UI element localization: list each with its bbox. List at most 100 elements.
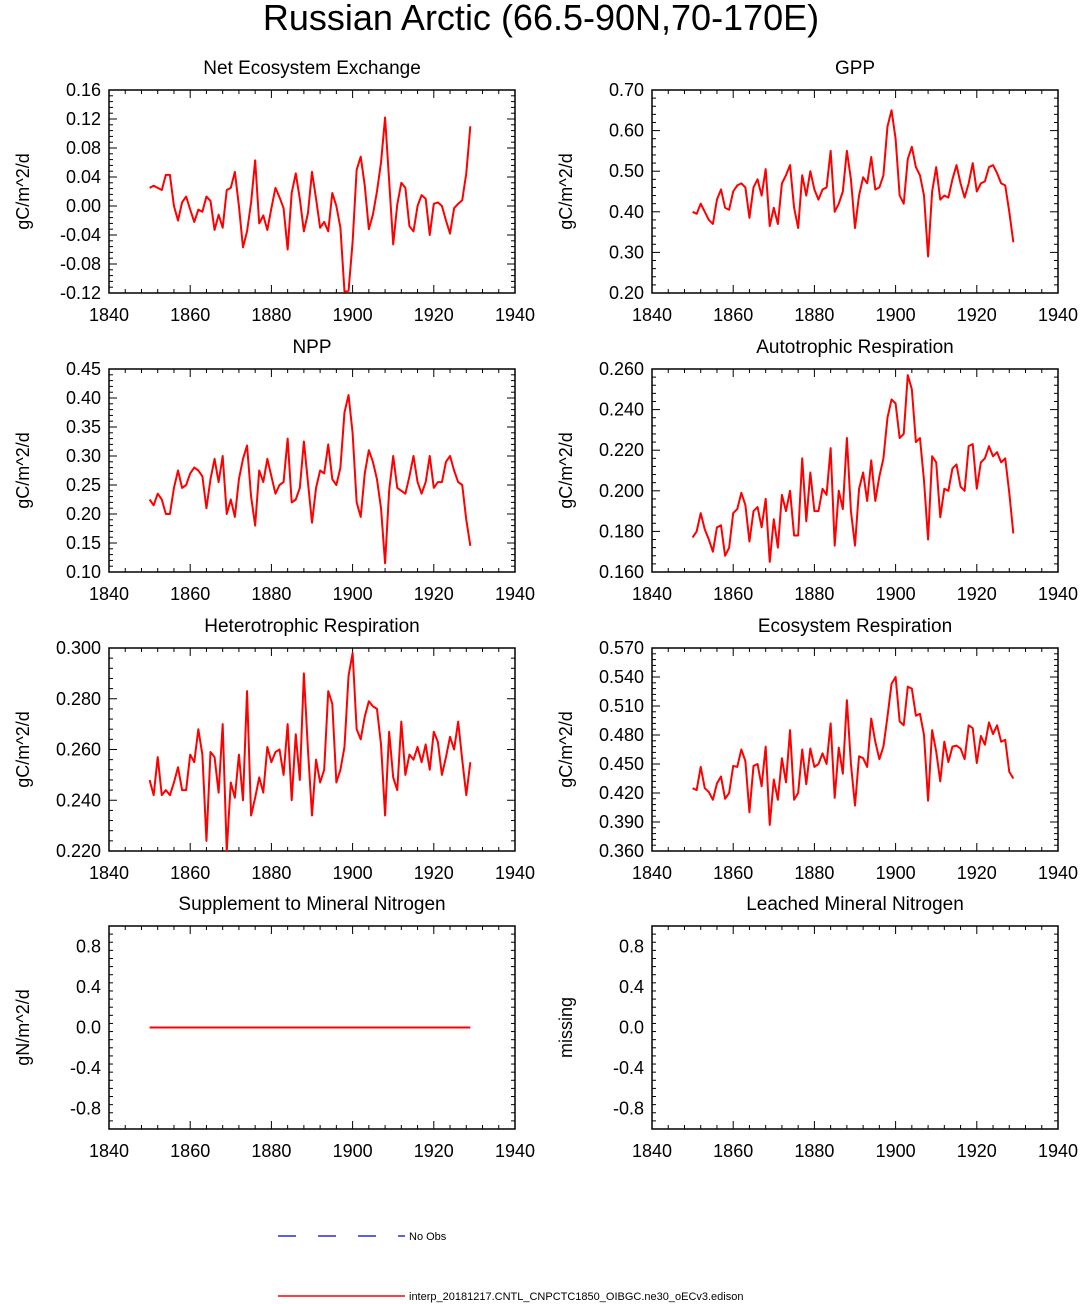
x-tick-label: 1920: [957, 1141, 997, 1161]
y-tick-label: 0.240: [56, 790, 101, 810]
x-tick-label: 1840: [89, 584, 129, 604]
y-tick-label: 0.20: [66, 504, 101, 524]
x-tick-label: 1920: [957, 305, 997, 325]
y-tick-label: 0.8: [619, 936, 644, 956]
x-tick-label: 1840: [632, 863, 672, 883]
y-tick-label: 0.4: [619, 977, 644, 997]
y-tick-label: 0.30: [66, 446, 101, 466]
y-axis-label: missing: [556, 997, 576, 1058]
y-tick-label: 0.260: [599, 359, 644, 379]
y-tick-label: 0.12: [66, 109, 101, 129]
y-tick-label: 0.70: [609, 80, 644, 100]
x-tick-label: 1860: [170, 863, 210, 883]
plot-frame: [651, 368, 1059, 573]
y-tick-label: 0.360: [599, 841, 644, 861]
x-tick-label: 1900: [876, 305, 916, 325]
y-tick-label: 0.200: [599, 481, 644, 501]
x-tick-label: 1920: [957, 584, 997, 604]
y-tick-label: 0.04: [66, 167, 101, 187]
plot-frame: [651, 925, 1059, 1130]
y-tick-label: 0.420: [599, 783, 644, 803]
x-tick-label: 1940: [495, 1141, 535, 1161]
x-tick-label: 1940: [1038, 1141, 1078, 1161]
x-tick-label: 1900: [876, 863, 916, 883]
y-tick-label: 0.450: [599, 754, 644, 774]
y-tick-label: 0.390: [599, 812, 644, 832]
y-tick-label: 0.35: [66, 417, 101, 437]
x-tick-label: 1840: [632, 1141, 672, 1161]
y-tick-label: 0.30: [609, 242, 644, 262]
panel-title: Autotrophic Respiration: [756, 337, 954, 358]
series-line: [692, 676, 1015, 826]
x-tick-label: 1920: [414, 863, 454, 883]
y-tick-label: 0.540: [599, 667, 644, 687]
y-axis-label: gC/m^2/d: [13, 432, 33, 508]
plot-frame: [108, 925, 516, 1130]
x-tick-label: 1840: [632, 584, 672, 604]
series-line: [148, 652, 472, 852]
y-tick-label: 0.08: [66, 138, 101, 158]
y-tick-label: 0.15: [66, 533, 101, 553]
series-line: [692, 109, 1015, 258]
panel-leach: Leached Mineral Nitrogen 1840 1860 1880 1900…: [556, 894, 1078, 1161]
y-axis-label: gC/m^2/d: [556, 711, 576, 787]
y-tick-label: 0.220: [599, 440, 644, 460]
y-tick-label: 0.240: [599, 400, 644, 420]
x-tick-label: 1860: [713, 305, 753, 325]
panel-gpp: GPP 1840 1860 1880 1900 1920 1940 0.20 0.30 0.40 0…: [556, 58, 1078, 325]
y-axis-label: gC/m^2/d: [556, 153, 576, 229]
x-tick-label: 1900: [876, 584, 916, 604]
panel-title: Heterotrophic Respiration: [204, 616, 419, 637]
y-tick-label: 0.280: [56, 689, 101, 709]
y-tick-label: 0.180: [599, 521, 644, 541]
plot-frame: [651, 647, 1059, 852]
y-axis-label: gC/m^2/d: [556, 432, 576, 508]
x-tick-label: 1860: [713, 863, 753, 883]
series-line: [691, 374, 1015, 563]
y-tick-label: -0.04: [60, 225, 101, 245]
y-tick-label: 0.510: [599, 696, 644, 716]
y-axis-label: gN/m^2/d: [13, 989, 33, 1065]
x-tick-label: 1880: [794, 863, 834, 883]
panel-npp: NPP 1840 1860 1880 1900 1920 1940 0.10 0.15 0.20 0…: [13, 337, 535, 604]
x-tick-label: 1900: [333, 305, 373, 325]
x-tick-label: 1920: [414, 305, 454, 325]
y-tick-label: 0.0: [76, 1018, 101, 1038]
figure-title: Russian Arctic (66.5-90N,70-170E): [263, 0, 819, 38]
y-axis-label: gC/m^2/d: [13, 153, 33, 229]
panel-title: Ecosystem Respiration: [758, 616, 952, 637]
y-tick-label: 0.16: [66, 80, 101, 100]
x-tick-label: 1860: [170, 584, 210, 604]
x-tick-label: 1860: [713, 584, 753, 604]
x-tick-label: 1880: [251, 1141, 291, 1161]
legend-obs-label: No Obs: [409, 1231, 447, 1243]
panel-ar: Autotrophic Respiration 1840 1860 1880 1900 1…: [556, 337, 1078, 604]
x-tick-label: 1860: [170, 1141, 210, 1161]
y-tick-label: 0.60: [609, 121, 644, 141]
panel-title: Leached Mineral Nitrogen: [746, 894, 964, 915]
panel-smin: Supplement to Mineral Nitrogen 1840 1860 18…: [13, 894, 535, 1161]
panel-title: Supplement to Mineral Nitrogen: [178, 894, 445, 915]
x-tick-label: 1860: [170, 305, 210, 325]
x-tick-label: 1880: [251, 863, 291, 883]
x-tick-label: 1900: [333, 1141, 373, 1161]
x-tick-label: 1940: [1038, 584, 1078, 604]
x-tick-label: 1940: [495, 863, 535, 883]
panel-er: Ecosystem Respiration 1840 1860 1880 1900 192…: [556, 616, 1078, 883]
x-tick-label: 1900: [876, 1141, 916, 1161]
y-tick-label: 0.0: [619, 1018, 644, 1038]
y-tick-label: 0.10: [66, 562, 101, 582]
x-tick-label: 1880: [794, 305, 834, 325]
x-tick-label: 1940: [1038, 863, 1078, 883]
y-tick-label: 0.480: [599, 725, 644, 745]
panel-nee: Net Ecosystem Exchange 1840 1860 1880 1900 19…: [13, 58, 535, 325]
panel-hr: Heterotrophic Respiration 1840 1860 1880 190…: [13, 616, 535, 883]
y-tick-label: 0.40: [609, 202, 644, 222]
y-tick-label: 0.570: [599, 638, 644, 658]
y-tick-label: 0.20: [609, 283, 644, 303]
y-tick-label: 0.300: [56, 638, 101, 658]
x-tick-label: 1940: [495, 584, 535, 604]
x-tick-label: 1940: [495, 305, 535, 325]
x-tick-label: 1920: [414, 1141, 454, 1161]
